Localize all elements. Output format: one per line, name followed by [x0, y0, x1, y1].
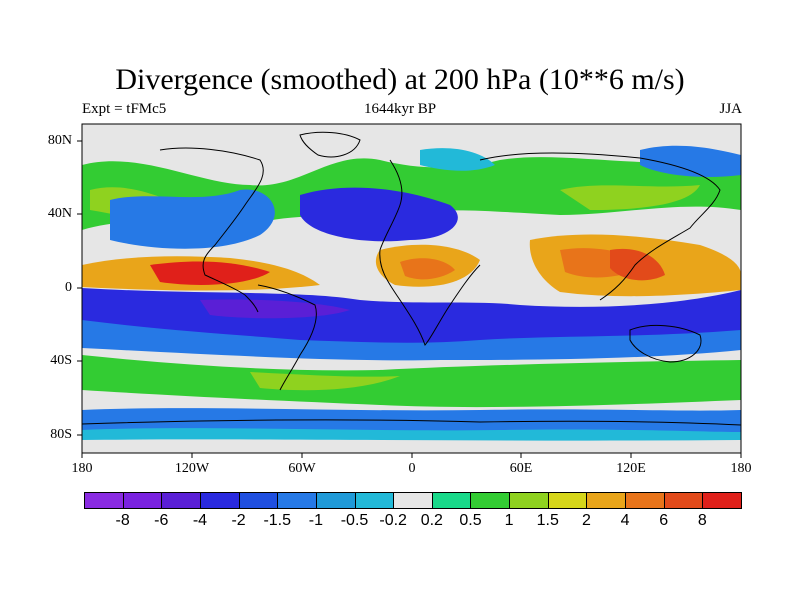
colorbar-label: -8 — [115, 512, 130, 529]
colorbar-swatch — [663, 492, 704, 509]
colorbar-swatch — [122, 492, 163, 509]
colorbar-swatch — [238, 492, 279, 509]
lon-label-60e: 60E — [509, 461, 533, 476]
colorbar-label: 2 — [581, 512, 591, 529]
colorbar-label: -1.5 — [263, 512, 292, 529]
field-positive-south-band — [82, 355, 741, 408]
coast-africa-europe — [379, 159, 481, 346]
colorbar-swatch — [277, 492, 317, 509]
coast-asia — [479, 152, 721, 301]
field-positive-tropics-core — [150, 261, 270, 285]
field-negative-north-1 — [110, 189, 275, 249]
colorbar-label: -0.5 — [340, 512, 369, 529]
colorbar-label: 0.5 — [459, 512, 482, 529]
experiment-label: Expt = tFMc5 — [82, 101, 167, 117]
colorbar-swatch — [431, 492, 472, 509]
coast-antarctica — [82, 419, 741, 426]
colorbar-swatch — [315, 492, 356, 509]
coast-australia — [629, 325, 702, 363]
colorbar-label: -1 — [308, 512, 323, 529]
colorbar-swatch — [354, 492, 395, 509]
colorbar-swatch — [84, 492, 124, 509]
map-title: Divergence (smoothed) at 200 hPa (10**6 … — [115, 63, 685, 96]
colorbar-label: 8 — [697, 512, 707, 529]
colorbar-swatch — [509, 492, 549, 509]
lon-label-120w: 120W — [174, 461, 210, 476]
field-negative-north-4 — [420, 148, 495, 171]
lat-label-80n: 80N — [47, 133, 72, 148]
lat-ticks — [77, 140, 82, 436]
colorbar-label: 6 — [659, 512, 669, 529]
colorbar-swatch — [161, 492, 201, 509]
lon-label-0: 0 — [408, 461, 416, 476]
lat-label-40n: 40N — [47, 206, 72, 221]
lat-label-40s: 40S — [50, 353, 72, 368]
map-field — [82, 124, 741, 453]
coast-greenland — [299, 131, 361, 158]
lon-ticks — [81, 453, 742, 458]
colorbar-label: -4 — [192, 512, 208, 529]
field-neutral-antarctic — [82, 439, 741, 453]
field-negative-north-2 — [300, 187, 458, 242]
field-positive-north-light-2 — [560, 185, 700, 210]
colorbar-swatch — [586, 492, 627, 509]
colorbar-swatch — [625, 492, 665, 509]
colorbar-swatch — [393, 492, 433, 509]
field-negative-equatorial-light — [82, 320, 741, 361]
coast-north-america — [159, 147, 264, 313]
lat-label-0: 0 — [65, 280, 72, 295]
colorbar-label: -6 — [154, 512, 169, 529]
lon-label-120e: 120E — [616, 461, 646, 476]
lon-label-180w: 180 — [71, 461, 93, 476]
time-label: 1644kyr BP — [363, 101, 437, 117]
lon-label-180e: 180 — [730, 461, 752, 476]
coast-south-america — [257, 284, 317, 391]
colorbar-label: 1 — [504, 512, 514, 529]
colorbar-swatch — [470, 492, 511, 509]
colorbar-label: 1.5 — [536, 512, 559, 529]
colorbar-swatch — [199, 492, 240, 509]
lon-label-60w: 60W — [288, 461, 316, 476]
lat-label-80s: 80S — [50, 427, 72, 442]
colorbar-label: -2 — [231, 512, 246, 529]
colorbar-swatch — [702, 492, 742, 509]
field-positive-africa-core — [400, 258, 455, 280]
field-negative-north-3 — [640, 145, 741, 177]
colorbar-swatch — [547, 492, 588, 509]
coastlines — [82, 131, 741, 426]
colorbar-label: -0.2 — [379, 512, 407, 529]
field-positive-asia-east — [610, 248, 665, 281]
season-label: JJA — [719, 101, 742, 117]
colorbar-label: 4 — [620, 512, 630, 529]
colorbar-label: 0.2 — [420, 512, 443, 529]
